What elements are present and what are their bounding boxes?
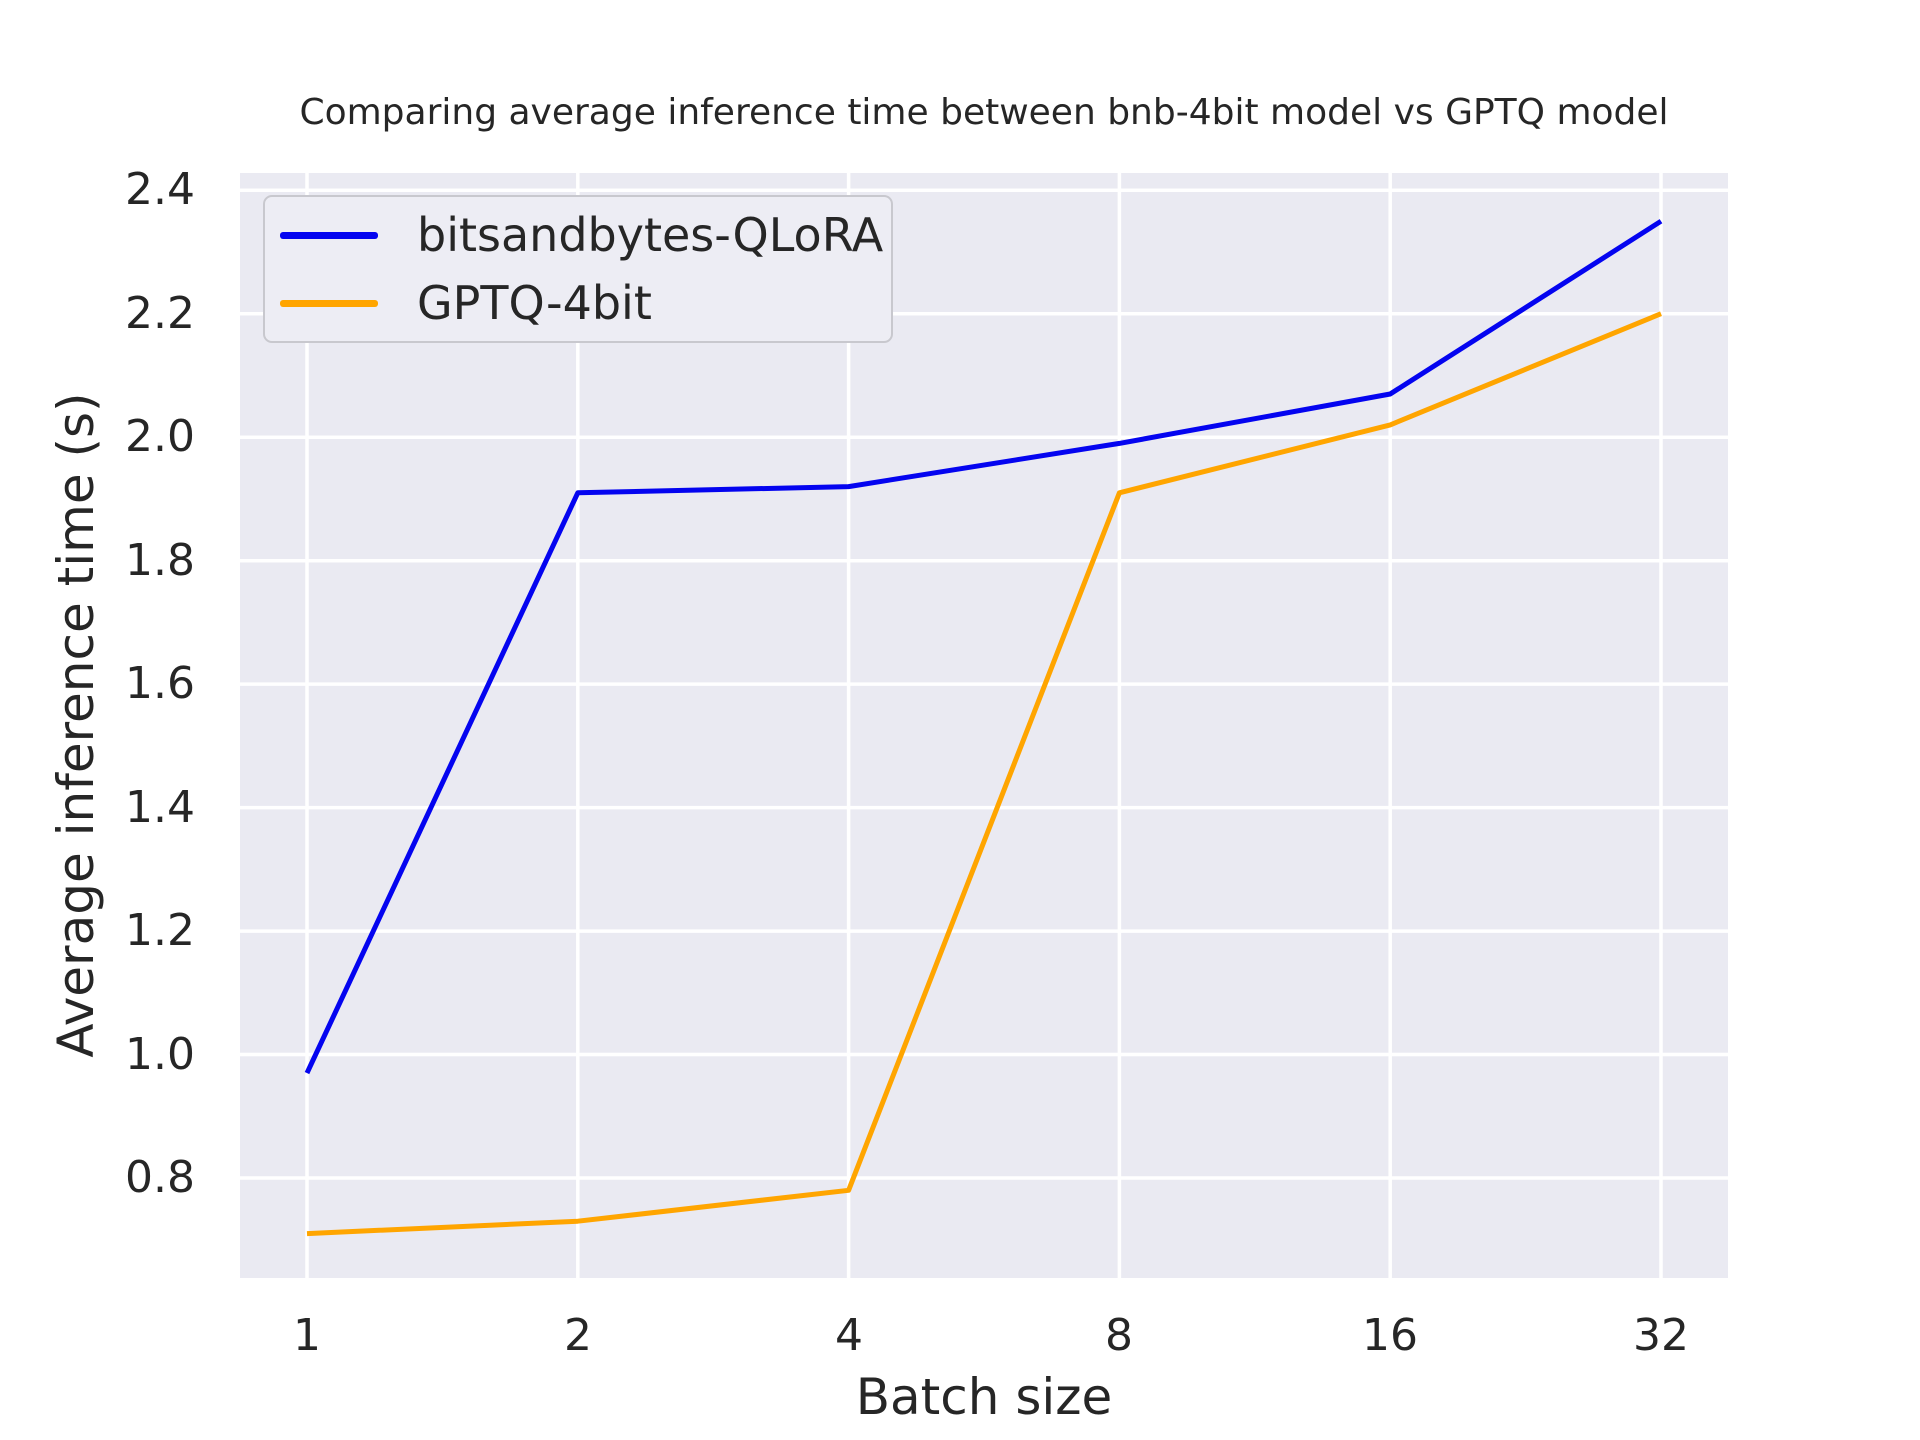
chart-title: Comparing average inference time between… <box>299 92 1669 133</box>
x-tick-label: 16 <box>1362 1310 1418 1361</box>
y-tick-label: 1.6 <box>125 658 195 709</box>
y-axis-label: Average inference time (s) <box>47 392 105 1058</box>
chart-canvas <box>240 173 1728 1278</box>
legend-line-sample <box>280 299 378 307</box>
y-tick-label: 2.2 <box>125 288 195 339</box>
y-tick-label: 2.0 <box>125 411 195 462</box>
legend-label: bitsandbytes-QLoRA <box>417 208 884 262</box>
x-tick-label: 2 <box>564 1310 592 1361</box>
legend-row: GPTQ-4bit <box>265 269 891 337</box>
plot-area: bitsandbytes-QLoRA GPTQ-4bit <box>240 173 1728 1278</box>
series-line-gptq-4bit <box>306 311 1662 1237</box>
series-line-bitsandbytes-qlora <box>304 219 1663 1075</box>
legend: bitsandbytes-QLoRA GPTQ-4bit <box>263 195 893 343</box>
y-tick-label: 1.8 <box>125 535 195 586</box>
y-tick-label: 1.2 <box>125 905 195 956</box>
x-tick-label: 8 <box>1105 1310 1133 1361</box>
x-axis-label: Batch size <box>855 1368 1113 1426</box>
legend-row: bitsandbytes-QLoRA <box>265 201 891 269</box>
x-tick-label: 4 <box>835 1310 863 1361</box>
y-tick-label: 1.4 <box>125 782 195 833</box>
y-tick-label: 1.0 <box>125 1029 195 1080</box>
y-tick-label: 0.8 <box>125 1152 195 1203</box>
x-tick-label: 1 <box>293 1310 321 1361</box>
legend-label: GPTQ-4bit <box>417 276 652 330</box>
y-tick-label: 2.4 <box>125 164 195 215</box>
legend-line-sample <box>280 231 378 239</box>
x-tick-label: 32 <box>1633 1310 1689 1361</box>
